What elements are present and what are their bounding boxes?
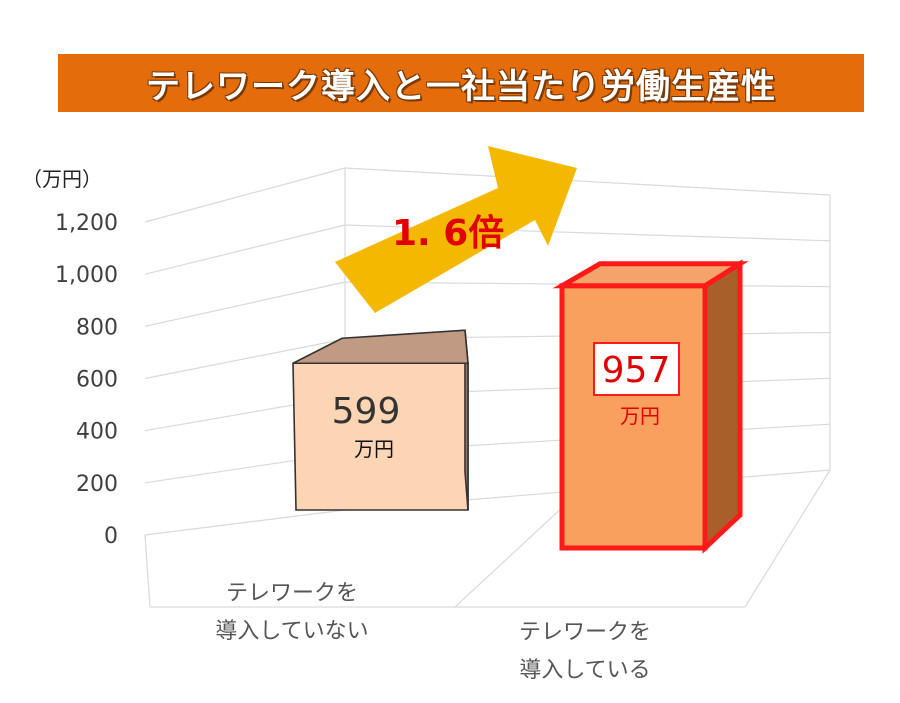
category-label: テレワークを xyxy=(226,581,358,606)
category-label: 導入していない xyxy=(215,619,368,644)
data-label-box xyxy=(593,342,680,396)
chart-title: テレワーク導入と一社当たり労働生産性 xyxy=(146,66,776,107)
category-label: テレワークを xyxy=(519,620,651,645)
gridline-left xyxy=(144,167,346,223)
gridline-left xyxy=(144,338,346,380)
bar-top xyxy=(552,261,749,289)
gridline-left xyxy=(144,224,346,275)
y-tick-label: 600 xyxy=(76,368,118,393)
title-banner: テレワーク導入と一社当たり労働生産性 xyxy=(58,54,864,112)
y-tick-label: 1,000 xyxy=(55,263,118,288)
category-label: 導入している xyxy=(519,658,650,683)
floor-right-edge xyxy=(744,469,831,608)
bar-1 xyxy=(292,329,469,511)
growth-annotation: 1. 6倍 xyxy=(392,213,504,254)
growth-arrow-shape xyxy=(335,146,577,313)
growth-arrow: 1. 6倍 xyxy=(335,146,577,313)
bar-top xyxy=(292,329,469,365)
data-label-unit: 万円 xyxy=(354,437,394,461)
data-label-value: 957 xyxy=(602,350,671,391)
gridline-back xyxy=(344,167,831,196)
y-axis-ticks: 0 200 400 600 800 1,000 1,200 （万円） xyxy=(22,167,118,549)
floor-divider xyxy=(454,504,566,608)
gridline-left xyxy=(144,281,346,327)
data-label-unit: 万円 xyxy=(620,404,660,428)
gridline-left xyxy=(144,509,346,536)
y-tick-label: 200 xyxy=(76,472,118,497)
y-tick-label: 0 xyxy=(104,524,118,549)
bars: 599 万円 957 万円 xyxy=(292,259,749,554)
y-tick-label: 800 xyxy=(76,315,118,340)
data-label-value: 599 xyxy=(332,391,401,432)
y-tick-label: 1,200 xyxy=(55,211,118,236)
y-tick-label: 400 xyxy=(76,420,118,445)
y-axis-unit: （万円） xyxy=(22,167,102,191)
bar-side xyxy=(702,259,743,554)
floor-left-edge xyxy=(144,534,151,608)
